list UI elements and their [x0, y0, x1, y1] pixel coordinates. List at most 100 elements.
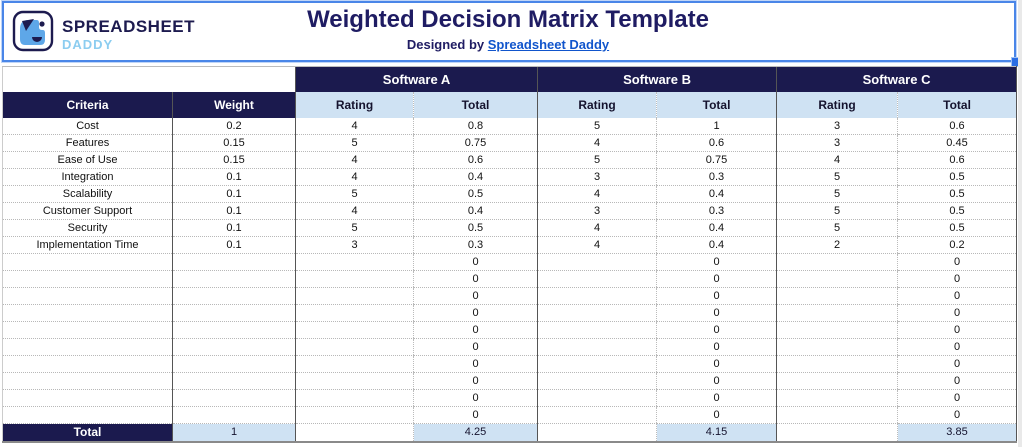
- cell-weight[interactable]: [172, 355, 296, 373]
- cell-total-b[interactable]: 0.4: [656, 185, 777, 203]
- cell-criteria[interactable]: [2, 338, 173, 356]
- cell-weight[interactable]: [172, 270, 296, 288]
- cell-total-b[interactable]: 0: [656, 389, 777, 407]
- cell-rating-c[interactable]: [776, 321, 898, 339]
- cell-rating-c[interactable]: [776, 338, 898, 356]
- cell-criteria[interactable]: Ease of Use: [2, 151, 173, 169]
- cell-criteria[interactable]: [2, 372, 173, 390]
- cell-total-c[interactable]: 0.5: [897, 185, 1018, 203]
- cell-rating-b[interactable]: 3: [537, 202, 657, 220]
- cell-criteria[interactable]: [2, 406, 173, 424]
- cell-rating-a[interactable]: 5: [295, 134, 414, 152]
- cell-total-c[interactable]: 0: [897, 253, 1018, 271]
- cell-total-a[interactable]: 0: [412, 389, 538, 407]
- cell-total-a[interactable]: 0.4: [412, 168, 538, 186]
- cell-rating-a[interactable]: 3: [295, 236, 414, 254]
- cell-rating-c[interactable]: 5: [776, 219, 898, 237]
- cell-total-c[interactable]: 0.6: [897, 117, 1018, 135]
- cell-rating-a[interactable]: [295, 338, 414, 356]
- cell-rating-b[interactable]: 5: [537, 151, 657, 169]
- cell-rating-a[interactable]: 4: [295, 202, 414, 220]
- group-header-software-a[interactable]: Software A: [294, 66, 538, 92]
- total-rating-a-cell[interactable]: [295, 423, 414, 443]
- cell-rating-b[interactable]: [537, 321, 657, 339]
- cell-weight[interactable]: [172, 287, 296, 305]
- cell-weight[interactable]: 0.2: [172, 117, 296, 135]
- cell-criteria[interactable]: [2, 355, 173, 373]
- total-weight-cell[interactable]: 1: [172, 423, 296, 443]
- column-header-total-c[interactable]: Total: [897, 91, 1018, 118]
- cell-rating-a[interactable]: 4: [295, 151, 414, 169]
- cell-total-b[interactable]: 0: [656, 406, 777, 424]
- cell-rating-a[interactable]: 5: [295, 185, 414, 203]
- cell-rating-c[interactable]: [776, 304, 898, 322]
- cell-total-b[interactable]: 0.3: [656, 168, 777, 186]
- cell-weight[interactable]: 0.1: [172, 185, 296, 203]
- spreadsheet-daddy-link[interactable]: Spreadsheet Daddy: [487, 37, 610, 52]
- cell-total-c[interactable]: 0.5: [897, 219, 1018, 237]
- cell-rating-a[interactable]: [295, 355, 414, 373]
- cell-rating-a[interactable]: [295, 406, 414, 424]
- cell-total-a[interactable]: 0: [412, 355, 538, 373]
- cell-rating-a[interactable]: [295, 287, 414, 305]
- cell-rating-b[interactable]: [537, 253, 657, 271]
- cell-rating-a[interactable]: 4: [295, 168, 414, 186]
- cell-rating-b[interactable]: 4: [537, 236, 657, 254]
- column-header-rating-a[interactable]: Rating: [295, 91, 414, 118]
- cell-total-c[interactable]: 0: [897, 355, 1018, 373]
- cell-total-a[interactable]: 0.4: [412, 202, 538, 220]
- column-header-rating-c[interactable]: Rating: [776, 91, 898, 118]
- column-header-total-b[interactable]: Total: [656, 91, 777, 118]
- cell-total-c[interactable]: 0: [897, 389, 1018, 407]
- column-header-total-a[interactable]: Total: [412, 91, 538, 118]
- cell-criteria[interactable]: Scalability: [2, 185, 173, 203]
- cell-total-b[interactable]: 1: [656, 117, 777, 135]
- cell-total-a[interactable]: 0: [412, 406, 538, 424]
- cell-criteria[interactable]: [2, 321, 173, 339]
- cell-total-b[interactable]: 0.75: [656, 151, 777, 169]
- cell-criteria[interactable]: Integration: [2, 168, 173, 186]
- cell-rating-a[interactable]: [295, 253, 414, 271]
- cell-criteria[interactable]: [2, 253, 173, 271]
- cell-rating-a[interactable]: [295, 270, 414, 288]
- cell-criteria[interactable]: Cost: [2, 117, 173, 135]
- cell-total-a[interactable]: 0.5: [412, 185, 538, 203]
- cell-criteria[interactable]: Features: [2, 134, 173, 152]
- cell-total-b[interactable]: 0: [656, 355, 777, 373]
- cell-rating-a[interactable]: [295, 321, 414, 339]
- cell-rating-b[interactable]: [537, 287, 657, 305]
- cell-criteria[interactable]: Security: [2, 219, 173, 237]
- cell-weight[interactable]: 0.15: [172, 134, 296, 152]
- cell-total-a[interactable]: 0.3: [412, 236, 538, 254]
- header-banner[interactable]: SPREADSHEET DADDY Weighted Decision Matr…: [0, 0, 1024, 62]
- cell-rating-c[interactable]: [776, 253, 898, 271]
- cell-total-b[interactable]: 0: [656, 321, 777, 339]
- cell-total-a[interactable]: 0.6: [412, 151, 538, 169]
- cell-rating-c[interactable]: [776, 355, 898, 373]
- cell-rating-b[interactable]: [537, 389, 657, 407]
- column-header-rating-b[interactable]: Rating: [537, 91, 657, 118]
- cell-rating-a[interactable]: [295, 389, 414, 407]
- cell-rating-c[interactable]: 5: [776, 185, 898, 203]
- cell-total-b[interactable]: 0: [656, 372, 777, 390]
- total-rating-b-cell[interactable]: [537, 423, 657, 443]
- cell-total-c[interactable]: 0.2: [897, 236, 1018, 254]
- cell-weight[interactable]: 0.1: [172, 219, 296, 237]
- cell-rating-b[interactable]: [537, 304, 657, 322]
- column-header-weight[interactable]: Weight: [172, 91, 296, 118]
- cell-weight[interactable]: [172, 389, 296, 407]
- cell-total-c[interactable]: 0: [897, 372, 1018, 390]
- cell-rating-c[interactable]: [776, 406, 898, 424]
- cell-total-a[interactable]: 0: [412, 321, 538, 339]
- cell-total-c[interactable]: 0: [897, 338, 1018, 356]
- cell-total-c[interactable]: 0.5: [897, 168, 1018, 186]
- cell-total-a[interactable]: 0: [412, 372, 538, 390]
- cell-total-a[interactable]: 0: [412, 338, 538, 356]
- cell-total-b[interactable]: 0.4: [656, 219, 777, 237]
- cell-rating-c[interactable]: 3: [776, 134, 898, 152]
- cell-rating-c[interactable]: [776, 372, 898, 390]
- group-header-software-b[interactable]: Software B: [537, 66, 777, 92]
- cell-rating-c[interactable]: [776, 287, 898, 305]
- cell-total-c[interactable]: 0: [897, 270, 1018, 288]
- cell-rating-b[interactable]: 4: [537, 219, 657, 237]
